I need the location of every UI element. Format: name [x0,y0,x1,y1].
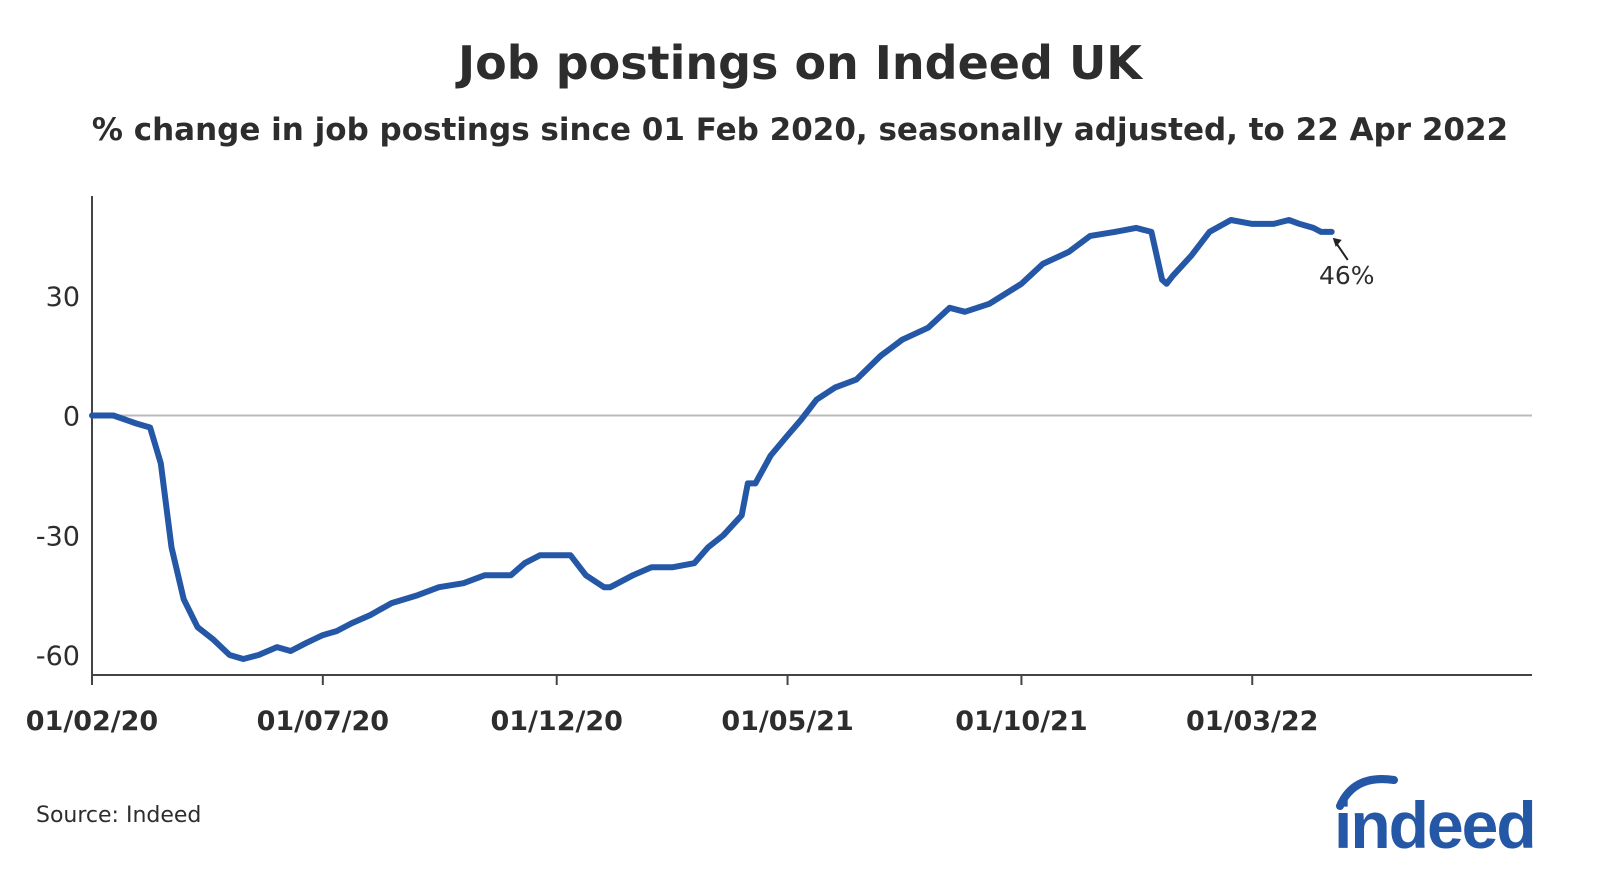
x-tick-label: 01/10/21 [955,706,1087,737]
annotation-layer: 46% [1319,237,1375,290]
x-axis-ticks: 01/02/20 01/07/20 01/12/20 01/05/21 01/10/21… [26,675,1318,737]
y-tick-label: 30 [46,282,80,313]
x-tick-label: 01/02/20 [26,706,158,737]
x-tick-label: 01/05/21 [721,706,853,737]
x-tick-label: 01/07/20 [257,706,389,737]
y-axis-ticks: 30 0 -30 -60 [36,282,80,672]
x-tick-label: 01/12/20 [490,706,622,737]
end-label-arrowhead [1332,237,1342,247]
logo-arc-icon [1336,775,1398,810]
y-tick-label: 0 [63,402,80,433]
series-layer [89,217,1335,662]
logo-wordmark: indeed [1334,788,1535,858]
y-tick-label: -60 [36,641,80,672]
end-value-label: 46% [1319,261,1375,290]
chart-subtitle: % change in job postings since 01 Feb 20… [91,112,1509,148]
chart-axes [91,196,1532,676]
series-line [89,217,1335,662]
y-tick-label: -30 [36,521,80,552]
indeed-logo[interactable]: indeed [1332,768,1562,858]
chart-title: Job postings on Indeed UK [458,36,1142,90]
source-note: Source: Indeed [36,803,202,828]
x-tick-label: 01/03/22 [1186,706,1318,737]
